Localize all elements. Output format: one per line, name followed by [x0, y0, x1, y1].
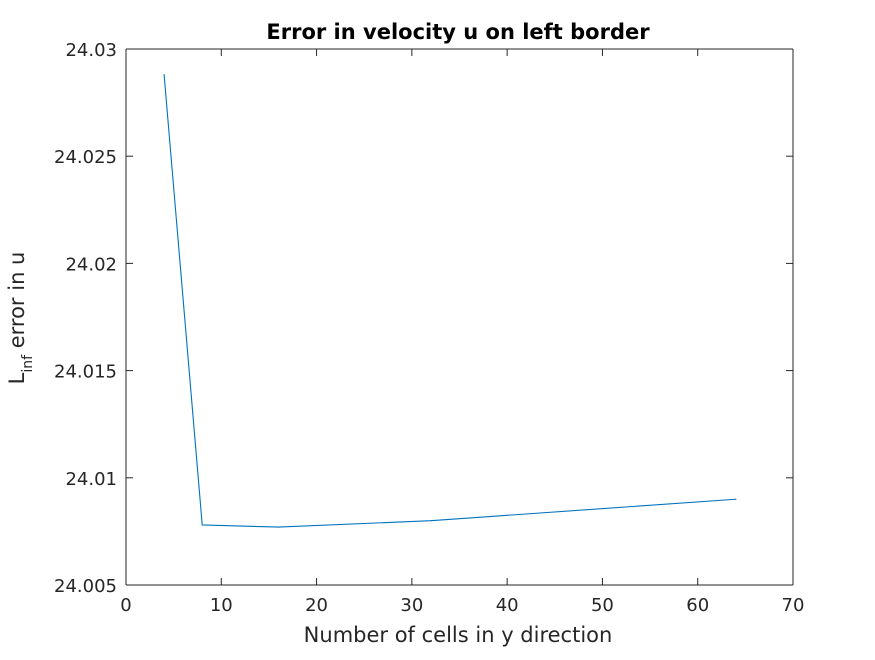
- y-axis-label: Linf error in u: [5, 252, 36, 385]
- axes: [125, 48, 794, 586]
- x-tick-label: 20: [305, 595, 328, 616]
- series-layer: [163, 74, 737, 528]
- x-tick-label: 50: [591, 595, 614, 616]
- data-point: [277, 526, 280, 528]
- y-tick-label: 24.005: [54, 576, 117, 597]
- x-tick-label: 40: [496, 595, 519, 616]
- y-tick-label: 24.03: [65, 40, 117, 61]
- y-axis-label-subscript: inf: [20, 354, 36, 373]
- x-tick-label: 70: [782, 595, 805, 616]
- y-tick-label: 24.01: [65, 469, 117, 490]
- y-axis-label-main: L: [5, 372, 29, 384]
- data-point: [201, 524, 203, 526]
- y-axis-label-rest: error in u: [5, 252, 29, 355]
- x-axis-label: Number of cells in y direction: [304, 623, 613, 647]
- chart-title: Error in velocity u on left border: [266, 20, 650, 44]
- y-tick-label: 24.025: [54, 147, 117, 168]
- x-tick-label: 30: [400, 595, 423, 616]
- data-point: [163, 74, 165, 76]
- tick-layer: 0 10 20 30 40 50 60 70 24.005 24.01 24.015 24.02 24.…: [54, 40, 804, 616]
- plot-area: [126, 49, 793, 585]
- x-tick-label: 0: [120, 595, 131, 616]
- data-point: [735, 498, 737, 500]
- data-point: [430, 520, 432, 522]
- y-tick-label: 24.02: [65, 254, 117, 275]
- y-tick-label: 24.015: [54, 362, 117, 383]
- x-tick-label: 60: [686, 595, 709, 616]
- x-tick-label: 10: [210, 595, 233, 616]
